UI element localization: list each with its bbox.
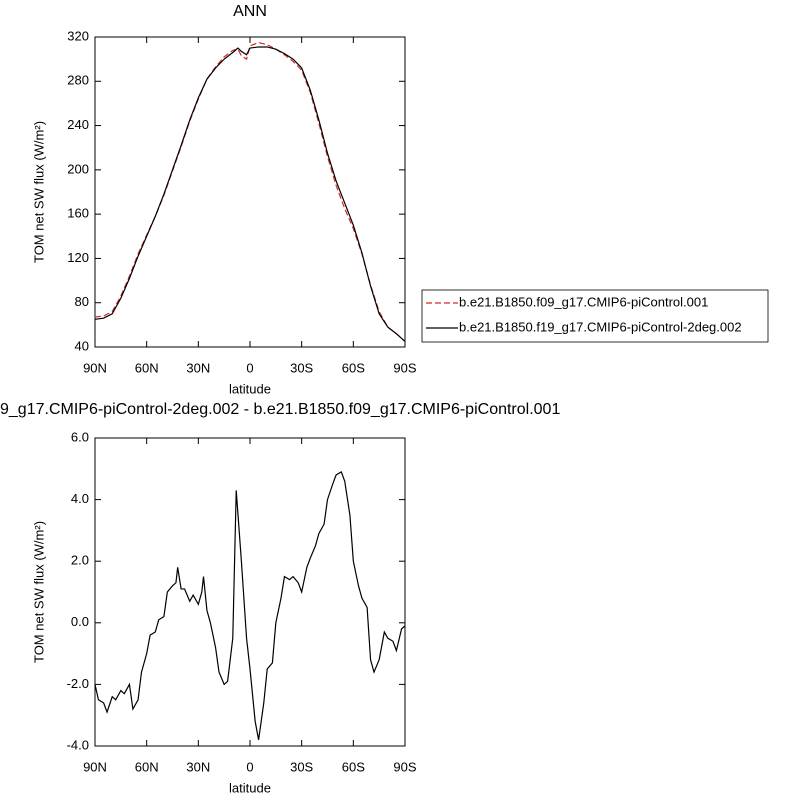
y-tick-label: 280: [67, 73, 89, 88]
x-tick-label: 30N: [186, 759, 210, 774]
x-tick-label: 90N: [83, 759, 107, 774]
plot-frame: [94, 36, 406, 348]
legend-box: [421, 289, 769, 343]
y-tick-label: -4.0: [67, 737, 89, 752]
legend-label: b.e21.B1850.f09_g17.CMIP6-piControl.001: [459, 294, 708, 309]
x-tick-label: 0: [246, 360, 253, 375]
y-tick-label: 40: [75, 338, 89, 353]
y-tick-label: 6.0: [71, 429, 89, 444]
x-axis-label: latitude: [229, 780, 271, 795]
y-tick-label: 200: [67, 161, 89, 176]
y-tick-label: 160: [67, 206, 89, 221]
x-tick-label: 90S: [393, 759, 416, 774]
chart-title: 9_g17.CMIP6-piControl-2deg.002 - b.e21.B…: [0, 401, 560, 418]
x-tick-label: 0: [246, 759, 253, 774]
x-tick-label: 90N: [83, 360, 107, 375]
x-tick-label: 60N: [135, 360, 159, 375]
y-tick-label: 240: [67, 117, 89, 132]
x-axis-label: latitude: [229, 381, 271, 396]
x-tick-label: 60N: [135, 759, 159, 774]
legend: b.e21.B1850.f09_g17.CMIP6-piControl.001b…: [421, 289, 769, 343]
x-tick-label: 90S: [393, 360, 416, 375]
y-axis-label: TOM net SW flux (W/m²): [31, 121, 46, 263]
y-tick-label: 320: [67, 28, 89, 43]
x-tick-label: 30S: [290, 360, 313, 375]
series-line: [94, 46, 406, 342]
y-tick-label: -2.0: [67, 676, 89, 691]
x-tick-label: 30N: [186, 360, 210, 375]
y-tick-label: 0.0: [71, 614, 89, 629]
legend-label: b.e21.B1850.f19_g17.CMIP6-piControl-2deg…: [459, 319, 742, 334]
plot-frame: [94, 437, 406, 747]
x-tick-label: 60S: [342, 759, 365, 774]
y-axis-label: TOM net SW flux (W/m²): [31, 521, 46, 663]
chart-title: ANN: [233, 3, 267, 20]
y-tick-label: 120: [67, 250, 89, 265]
x-tick-label: 30S: [290, 759, 313, 774]
x-tick-label: 60S: [342, 360, 365, 375]
y-tick-label: 4.0: [71, 491, 89, 506]
series-line: [94, 470, 406, 740]
y-tick-label: 2.0: [71, 553, 89, 568]
series-line: [94, 41, 406, 342]
y-tick-label: 80: [75, 294, 89, 309]
